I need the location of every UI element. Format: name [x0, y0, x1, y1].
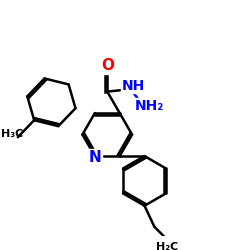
Text: NH₂: NH₂: [135, 99, 164, 113]
Text: O: O: [101, 58, 114, 73]
Text: N: N: [88, 150, 101, 165]
Text: H₃C: H₃C: [1, 129, 23, 139]
Text: H₂C: H₂C: [156, 242, 178, 250]
Text: NH: NH: [122, 79, 145, 93]
